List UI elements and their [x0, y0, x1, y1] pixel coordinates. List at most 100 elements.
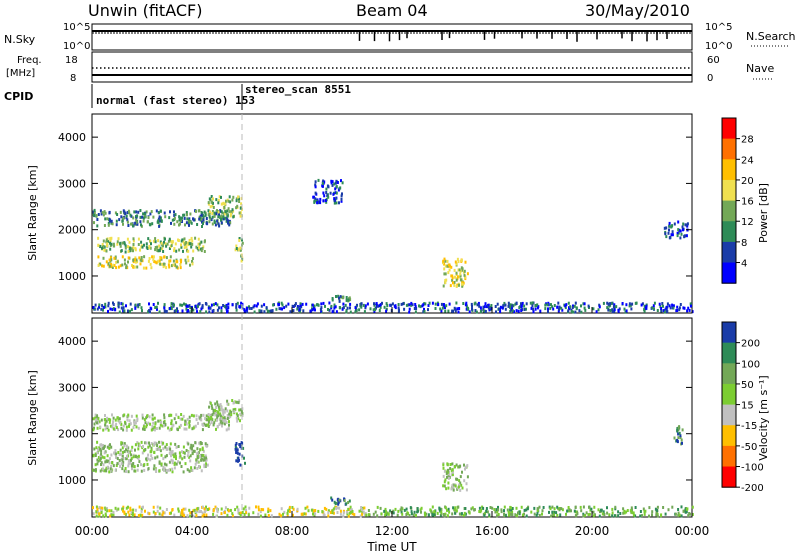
echo-cell: [98, 512, 101, 516]
echo-cell: [216, 400, 219, 404]
echo-cell: [217, 405, 220, 409]
echo-cell: [114, 449, 117, 453]
echo-cell: [580, 509, 583, 513]
echo-cell: [560, 306, 563, 310]
echo-cell: [383, 305, 386, 309]
sky-panel-frame: [91, 23, 693, 51]
echo-cell: [161, 247, 164, 251]
echo-cell: [454, 506, 457, 510]
echo-cell: [456, 307, 459, 311]
echo-cell: [114, 256, 117, 260]
echo-cell: [625, 309, 628, 313]
echo-cell: [455, 285, 458, 288]
echo-cell: [96, 421, 98, 425]
echo-cell: [123, 511, 126, 515]
echo-cell: [202, 222, 204, 226]
echo-cell: [661, 302, 664, 305]
echo-cell: [671, 303, 674, 307]
echo-cell: [334, 197, 337, 201]
echo-cell: [163, 211, 166, 215]
echo-cell: [101, 455, 104, 459]
echo-cell: [139, 220, 142, 224]
colorbar-tick-label: 15: [741, 401, 754, 412]
echo-cell: [215, 198, 218, 202]
echo-cell: [676, 428, 679, 432]
echo-cell: [171, 425, 174, 429]
echo-cell: [520, 305, 523, 309]
echo-cell: [179, 417, 182, 421]
echo-cell: [255, 505, 257, 509]
echo-cell: [128, 419, 131, 423]
echo-cell: [124, 512, 127, 516]
echo-cell: [634, 301, 637, 305]
colorbar-tick-label: 12: [741, 217, 754, 228]
echo-cell: [135, 218, 138, 222]
echo-cell: [679, 303, 682, 306]
echo-cell: [163, 416, 166, 420]
echo-cell: [120, 215, 123, 219]
echo-cell: [134, 247, 137, 251]
echo-cell: [668, 221, 671, 225]
echo-cell: [682, 222, 685, 226]
echo-cell: [185, 261, 188, 265]
echo-cell: [676, 234, 679, 238]
echo-cell: [131, 514, 134, 517]
echo-cell: [338, 306, 341, 309]
echo-cell: [668, 228, 670, 232]
echo-cell: [301, 302, 304, 306]
echo-cell: [365, 513, 368, 517]
echo-cell: [531, 301, 534, 305]
echo-cell: [466, 475, 469, 479]
echo-cell: [175, 421, 178, 425]
echo-cell: [217, 414, 220, 418]
echo-cell: [96, 224, 99, 228]
echo-cell: [181, 309, 184, 313]
echo-cell: [235, 206, 238, 210]
echo-cell: [182, 470, 185, 474]
echo-cell: [222, 408, 225, 412]
echo-cell: [683, 234, 686, 238]
echo-cell: [96, 462, 99, 466]
echo-cell: [525, 514, 528, 518]
echo-cell: [98, 514, 101, 518]
echo-cell: [153, 416, 156, 420]
echo-cell: [210, 404, 213, 408]
echo-cell: [240, 259, 243, 263]
echo-cell: [190, 221, 193, 225]
echo-cell: [443, 262, 446, 266]
echo-cell: [258, 309, 261, 313]
echo-cell: [464, 467, 466, 471]
echo-cell: [443, 267, 446, 271]
echo-cell: [97, 456, 100, 459]
echo-cell: [100, 212, 103, 216]
echo-cell: [580, 304, 582, 308]
echo-cell: [294, 302, 297, 306]
echo-cell: [213, 303, 215, 307]
echo-cell: [145, 457, 148, 461]
echo-cell: [457, 485, 460, 489]
echo-cell: [424, 513, 427, 517]
echo-cell: [553, 507, 556, 511]
echo-cell: [168, 468, 170, 472]
echo-cell: [345, 510, 348, 514]
echo-cell: [201, 511, 204, 515]
echo-cell: [535, 514, 538, 517]
echo-cell: [135, 425, 138, 429]
echo-cell: [197, 237, 200, 241]
echo-cell: [184, 223, 186, 227]
echo-cell: [226, 414, 229, 417]
echo-cell: [364, 304, 367, 308]
echo-cell: [205, 508, 208, 512]
echo-cell: [152, 239, 155, 243]
echo-cell: [98, 303, 101, 307]
echo-cell: [621, 302, 624, 305]
echo-cell: [211, 210, 214, 213]
echo-cell: [196, 455, 199, 459]
echo-cell: [162, 424, 165, 428]
echo-cell: [154, 306, 157, 309]
echo-cell: [209, 401, 212, 405]
echo-cell: [333, 500, 336, 504]
echo-cell: [122, 428, 125, 432]
echo-cell: [157, 239, 160, 243]
echo-cell: [392, 509, 395, 513]
